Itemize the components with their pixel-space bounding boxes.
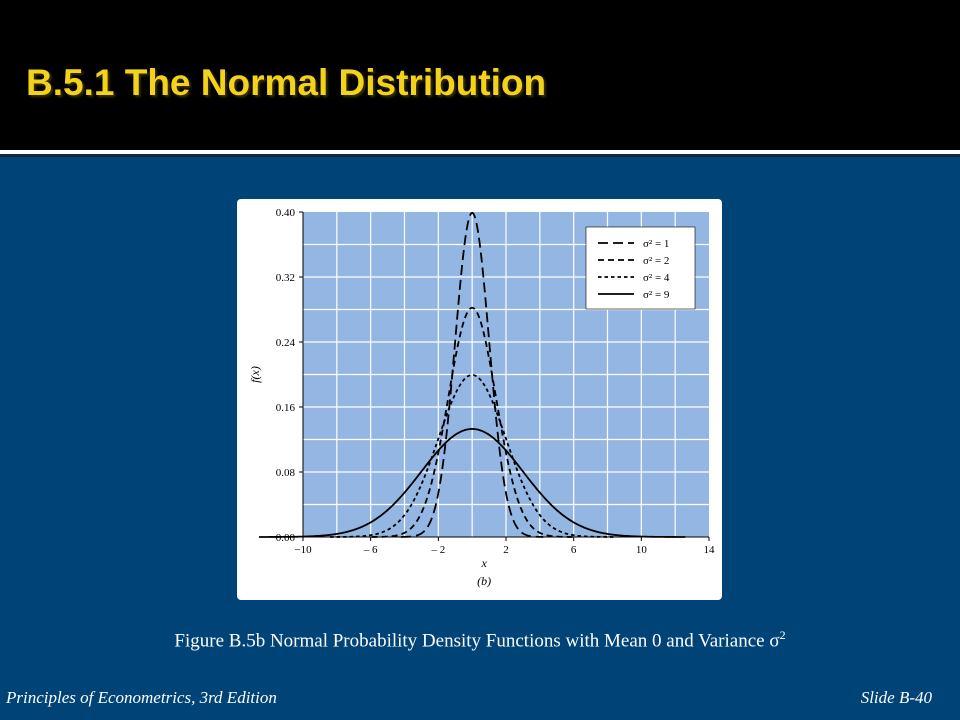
legend-label: σ² = 1 bbox=[643, 238, 669, 250]
x-tick-label: 14 bbox=[704, 544, 716, 556]
title-bar bbox=[0, 0, 960, 150]
series-line-4 bbox=[259, 428, 686, 538]
caption-text: Figure B.5b Normal Probability Density F… bbox=[174, 630, 780, 652]
y-tick-label: 0.32 bbox=[276, 272, 295, 284]
legend-label: σ² = 4 bbox=[643, 272, 670, 284]
y-tick-label: 0.00 bbox=[276, 532, 296, 544]
footer-slide-number: Slide B-40 bbox=[860, 688, 932, 707]
x-tick-label: 10 bbox=[636, 544, 648, 556]
figure-sublabel: (b) bbox=[477, 574, 491, 588]
legend: σ² = 1 σ² = 2 σ² = 4 σ² = 9 bbox=[585, 226, 696, 310]
x-tick-label: – 2 bbox=[430, 544, 445, 556]
normal-density-chart: −10 – 6 – 2 2 6 10 14 0.00 0.08 0.16 0.24 0.32 0.40 x… bbox=[248, 207, 716, 588]
y-axis-label: f(x) bbox=[248, 366, 262, 383]
series-line-3 bbox=[330, 374, 615, 538]
y-tick-label: 0.08 bbox=[276, 467, 296, 479]
x-tick-label: 6 bbox=[571, 544, 577, 556]
footer-book-title: Principles of Econometrics, 3rd Edition bbox=[6, 688, 277, 707]
y-tick-label: 0.16 bbox=[276, 402, 296, 414]
caption-superscript: 2 bbox=[779, 628, 786, 642]
figure-caption: Figure B.5b Normal Probability Density F… bbox=[0, 628, 960, 652]
title-divider bbox=[0, 150, 960, 154]
x-axis-label: x bbox=[481, 556, 488, 570]
figure-card: −10 – 6 – 2 2 6 10 14 0.00 0.08 0.16 0.24 0.32 0.40 x… bbox=[237, 199, 722, 600]
x-tick-label: −10 bbox=[294, 544, 312, 556]
legend-label: σ² = 2 bbox=[643, 255, 669, 267]
title-divider-shadow bbox=[0, 154, 960, 157]
slide-title: B.5.1 The Normal Distribution bbox=[26, 62, 547, 103]
x-tick-label: – 6 bbox=[363, 544, 378, 556]
x-tick-label: 2 bbox=[503, 544, 509, 556]
y-tick-label: 0.24 bbox=[276, 337, 296, 349]
legend-label: σ² = 9 bbox=[643, 289, 670, 301]
series-line-2 bbox=[371, 306, 573, 538]
legend-box bbox=[585, 226, 696, 310]
series-line-1 bbox=[401, 211, 544, 538]
y-tick-label: 0.40 bbox=[276, 207, 296, 219]
